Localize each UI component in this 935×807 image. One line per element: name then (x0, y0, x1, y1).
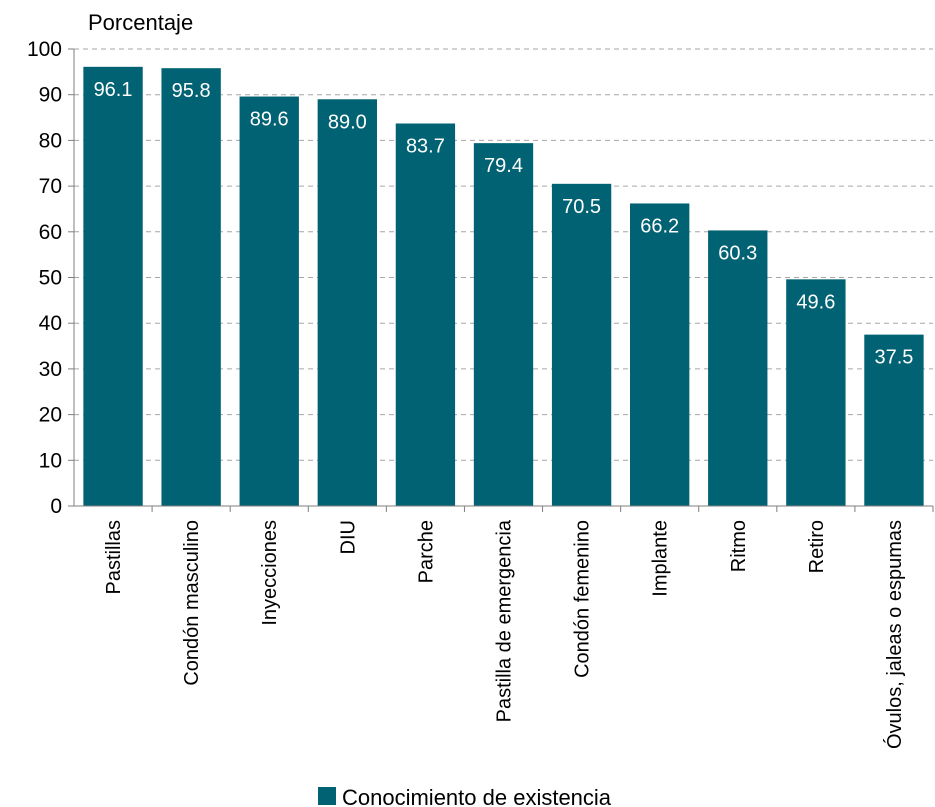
y-tick-label: 90 (39, 84, 62, 107)
y-tick-label: 60 (39, 221, 62, 244)
axes (73, 49, 934, 512)
data-label: 83.7 (406, 135, 445, 157)
bar (317, 99, 377, 507)
y-tick-label: 70 (39, 175, 62, 198)
data-label: 96.1 (94, 79, 133, 101)
x-tick-label: Implante (650, 520, 672, 597)
y-tick-label: 100 (27, 38, 62, 61)
x-tick-label: Óvulos, jaleas o espumas (883, 520, 906, 749)
bar (630, 203, 690, 506)
y-tick-label: 0 (50, 495, 62, 518)
x-tick-label: Pastillas (103, 520, 125, 594)
bar (395, 123, 456, 506)
data-label: 49.6 (796, 291, 835, 313)
x-axis-labels: Pastillas Condón masculino Inyecciones DIU P… (103, 519, 906, 749)
x-tick-label: Condón masculino (181, 520, 203, 686)
bar (708, 230, 768, 506)
bar (239, 96, 299, 506)
bar (473, 143, 534, 506)
y-tick-label: 10 (39, 449, 62, 472)
data-label: 66.2 (640, 215, 679, 237)
bar (786, 279, 846, 506)
x-tick-label: Ritmo (728, 520, 750, 572)
bar (864, 334, 924, 506)
y-axis-ticks: 0 10 20 30 40 50 60 70 80 90 100 (27, 38, 74, 518)
data-label: 89.0 (328, 111, 367, 133)
data-label: 95.8 (172, 80, 211, 102)
bar (551, 183, 612, 506)
data-label: 60.3 (718, 242, 757, 264)
x-tick-label: Condón femenino (572, 520, 594, 678)
y-tick-label: 50 (39, 267, 62, 290)
y-axis-title: Porcentaje (88, 10, 193, 35)
y-tick-label: 30 (39, 358, 62, 381)
value-labels: 96.1 95.8 89.6 89.0 83.7 79.4 70.5 66.2 60.3 49.6… (94, 79, 914, 369)
data-label: 89.6 (250, 109, 289, 131)
data-label: 79.4 (484, 155, 523, 177)
x-tick-label: Retiro (806, 520, 828, 573)
y-tick-label: 80 (39, 129, 62, 152)
bar (161, 68, 221, 506)
x-tick-label: Inyecciones (259, 520, 281, 626)
bars (83, 66, 924, 507)
data-label: 37.5 (874, 347, 913, 369)
legend-swatch (318, 787, 336, 805)
x-tick-label: DIU (337, 520, 359, 554)
x-tick-label: Pastilla de emergencia (494, 519, 516, 722)
legend-label: Conocimiento de existencia (342, 785, 612, 807)
data-label: 70.5 (562, 196, 601, 218)
bar (83, 66, 143, 506)
x-tick-label: Parche (415, 520, 437, 583)
legend: Conocimiento de existencia (318, 785, 612, 807)
y-tick-label: 40 (39, 312, 62, 335)
y-tick-label: 20 (39, 404, 62, 427)
